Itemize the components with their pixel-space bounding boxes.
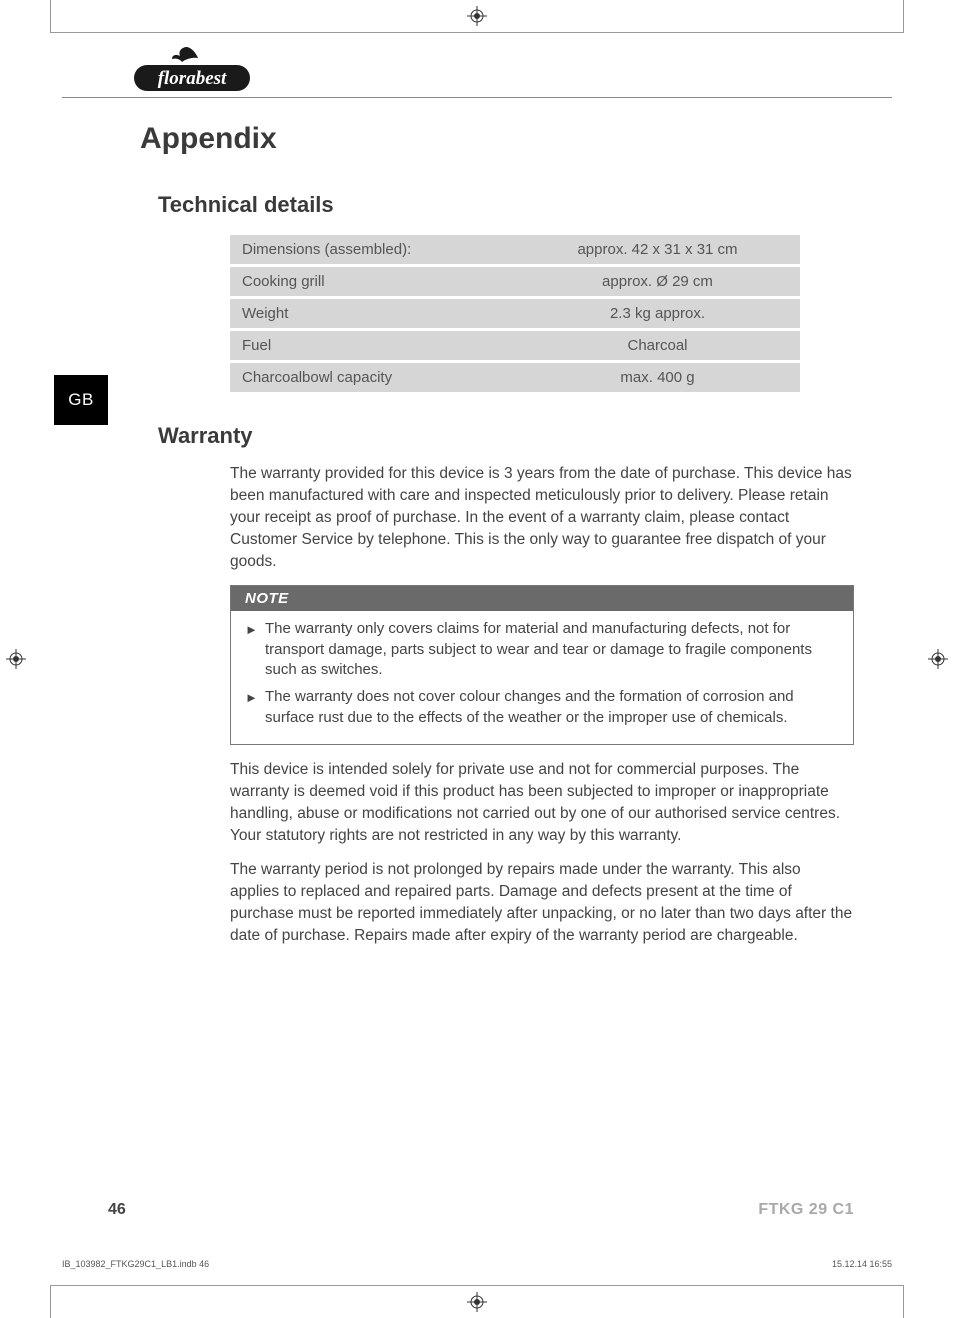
warranty-paragraph: The warranty provided for this device is… bbox=[230, 463, 854, 573]
warranty-paragraph: The warranty period is not prolonged by … bbox=[230, 859, 854, 947]
technical-details-table: Dimensions (assembled):approx. 42 x 31 x… bbox=[230, 232, 800, 395]
language-tab: GB bbox=[54, 375, 108, 425]
table-cell-label: Cooking grill bbox=[230, 267, 515, 296]
crop-mark bbox=[903, 0, 904, 32]
brand-logo-text: florabest bbox=[158, 68, 227, 89]
note-box: NOTE ►The warranty only covers claims fo… bbox=[230, 585, 854, 745]
list-item-text: The warranty does not cover colour chang… bbox=[265, 687, 839, 728]
page-header: florabest bbox=[62, 45, 892, 98]
section-title-warranty: Warranty bbox=[158, 423, 854, 449]
table-row: FuelCharcoal bbox=[230, 331, 800, 360]
page-footer: 46 FTKG 29 C1 bbox=[108, 1201, 854, 1219]
note-heading: NOTE bbox=[231, 586, 853, 611]
crop-mark bbox=[50, 0, 51, 32]
crop-mark bbox=[50, 32, 904, 33]
table-row: Charcoalbowl capacitymax. 400 g bbox=[230, 363, 800, 392]
list-item: ►The warranty does not cover colour chan… bbox=[245, 687, 839, 728]
registration-mark-icon bbox=[6, 649, 26, 669]
brand-logo: florabest bbox=[132, 45, 252, 93]
crop-mark bbox=[50, 1285, 904, 1286]
crop-mark bbox=[50, 1286, 51, 1318]
table-cell-value: approx. Ø 29 cm bbox=[515, 267, 800, 296]
imprint-line: IB_103982_FTKG29C1_LB1.indb 46 15.12.14 … bbox=[62, 1259, 892, 1269]
table-cell-label: Charcoalbowl capacity bbox=[230, 363, 515, 392]
registration-mark-icon bbox=[467, 6, 487, 26]
table-row: Weight2.3 kg approx. bbox=[230, 299, 800, 328]
page-title: Appendix bbox=[140, 122, 854, 156]
table-cell-value: 2.3 kg approx. bbox=[515, 299, 800, 328]
table-cell-label: Dimensions (assembled): bbox=[230, 235, 515, 264]
registration-mark-icon bbox=[467, 1292, 487, 1312]
table-row: Cooking grillapprox. Ø 29 cm bbox=[230, 267, 800, 296]
table-cell-label: Fuel bbox=[230, 331, 515, 360]
crop-mark bbox=[903, 1286, 904, 1318]
registration-mark-icon bbox=[928, 649, 948, 669]
warranty-paragraph: This device is intended solely for priva… bbox=[230, 759, 854, 847]
bullet-arrow-icon: ► bbox=[245, 619, 265, 681]
table-cell-value: approx. 42 x 31 x 31 cm bbox=[515, 235, 800, 264]
table-row: Dimensions (assembled):approx. 42 x 31 x… bbox=[230, 235, 800, 264]
bullet-arrow-icon: ► bbox=[245, 687, 265, 728]
page-number: 46 bbox=[108, 1201, 126, 1219]
imprint-datetime: 15.12.14 16:55 bbox=[832, 1259, 892, 1269]
table-cell-value: max. 400 g bbox=[515, 363, 800, 392]
table-cell-value: Charcoal bbox=[515, 331, 800, 360]
list-item: ►The warranty only covers claims for mat… bbox=[245, 619, 839, 681]
section-title-technical: Technical details bbox=[158, 192, 854, 218]
imprint-file: IB_103982_FTKG29C1_LB1.indb 46 bbox=[62, 1259, 209, 1269]
language-tab-label: GB bbox=[68, 390, 94, 410]
list-item-text: The warranty only covers claims for mate… bbox=[265, 619, 839, 681]
table-cell-label: Weight bbox=[230, 299, 515, 328]
model-number: FTKG 29 C1 bbox=[758, 1201, 854, 1219]
